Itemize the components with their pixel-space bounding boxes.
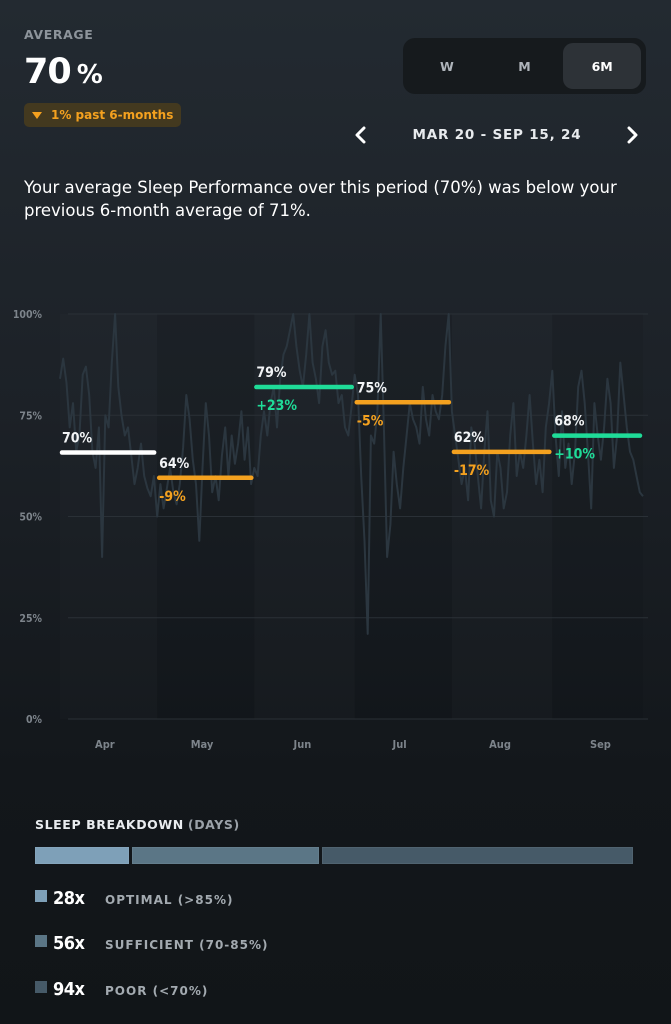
monthly-segment: 64% -9% [156,456,254,505]
date-range: MAR 20 - SEP 15, 24 [412,127,582,143]
segment-change-label: -9% [159,489,186,505]
monthly-segments: 70% 64% -9% 79% +23% 75% -5% 62% -17% 68% +10% [59,365,643,505]
segment-value-label: 79% [256,365,287,381]
triangle-down-icon [32,111,42,119]
poor-swatch [35,981,47,993]
period-description: Your average Sleep Performance over this… [24,178,617,220]
y-tick-label: 50% [19,512,42,524]
trend-badge: 1% past 6-months [24,103,182,127]
poor-label: POOR (<70%) [105,984,209,998]
monthly-segment: 62% -17% [451,430,552,479]
breakdown-subtitle: (DAYS) [187,817,240,832]
chevron-left-icon[interactable] [350,124,372,146]
period-option-6-months[interactable]: 6M [563,43,642,89]
monthly-segment: 68% +10% [552,414,643,463]
trend-badge-text: 1% past 6-months [51,108,174,122]
sufficient-label: SUFFICIENT (70-85%) [105,938,269,952]
segment-value-label: 70% [62,431,93,447]
segment-value-label: 62% [454,430,485,446]
monthly-segment: 70% [59,431,157,455]
average-unit: % [76,60,103,90]
legend-row-poor: 94x POOR (<70%) [35,977,208,1001]
period-option-week[interactable]: W [439,58,454,74]
breakdown-title: SLEEP BREAKDOWN (DAYS) [35,817,240,832]
y-tick-label: 0% [26,714,43,726]
period-switch: W M 6M [403,38,646,94]
sufficient-count: 56x [53,932,85,954]
y-tick-label: 75% [19,410,42,422]
average-label: AVERAGE [24,27,94,42]
y-tick-label: 25% [19,613,42,625]
monthly-segment: 79% +23% [254,365,354,414]
x-tick-label: Jul [392,738,407,751]
x-tick-label: Aug [489,738,511,751]
segment-change-label: +10% [554,447,595,463]
breakdown-title-text: SLEEP BREAKDOWN [35,817,184,832]
x-axis-ticks: Apr May Jun Jul Aug Sep [95,738,611,751]
segment-value-label: 68% [554,414,585,430]
x-tick-label: May [191,738,214,751]
chevron-right-icon[interactable] [621,124,643,146]
breakdown-segment-sufficient [132,847,319,864]
optimal-swatch [35,890,47,902]
x-tick-label: Apr [95,738,115,751]
optimal-label: OPTIMAL (>85%) [105,893,234,907]
daily-series [59,313,644,635]
x-tick-label: Sep [590,738,611,751]
x-tick-label: Jun [293,738,312,751]
monthly-segment: 75% -5% [354,380,452,429]
average-value: 70% [24,52,103,92]
sufficient-swatch [35,935,47,947]
y-tick-label: 100% [13,309,43,321]
sleep-performance-chart: 0% 25% 50% 75% 100% 70% 64% -9% 79% +23% 75% -5% 62… [13,309,648,751]
period-option-month[interactable]: M [518,58,531,74]
segment-value-label: 64% [159,456,190,472]
breakdown-segment-optimal [35,847,130,864]
segment-change-label: +23% [256,398,297,414]
optimal-count: 28x [53,887,85,909]
average-number: 70 [24,52,72,92]
segment-value-label: 75% [357,380,388,396]
segment-change-label: -17% [454,463,490,479]
poor-count: 94x [53,978,85,1000]
daily-series-line [59,313,644,635]
legend-row-optimal: 28x OPTIMAL (>85%) [35,886,233,910]
breakdown-bar [35,847,633,864]
breakdown-segment-poor [321,847,633,864]
segment-change-label: -5% [357,413,384,429]
y-axis-ticks: 0% 25% 50% 75% 100% [13,309,43,726]
legend-row-sufficient: 56x SUFFICIENT (70-85%) [35,931,269,955]
